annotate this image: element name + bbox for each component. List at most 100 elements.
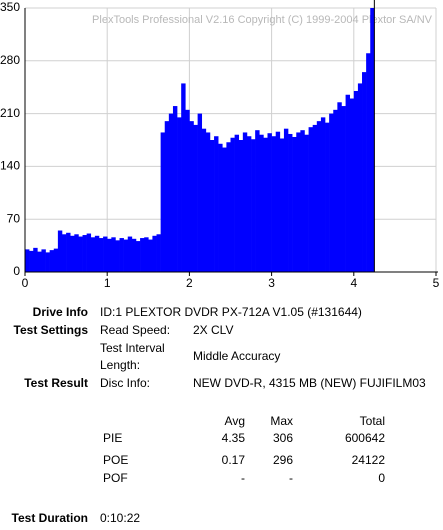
bar — [209, 140, 215, 272]
y-tick-label: 280 — [0, 53, 20, 67]
column-header: Max — [270, 414, 293, 428]
bar — [337, 102, 342, 273]
bar — [86, 233, 92, 272]
cell: 306 — [273, 431, 293, 445]
bar — [123, 239, 129, 272]
column-header: Total — [360, 414, 385, 428]
bar — [279, 138, 285, 272]
row-label: POF — [103, 471, 128, 485]
x-tick-label: 2 — [186, 276, 193, 290]
bar — [177, 117, 182, 272]
bar — [370, 8, 375, 272]
bar — [341, 106, 346, 272]
cell: - — [241, 471, 245, 485]
cell: - — [289, 471, 293, 485]
bar — [37, 251, 42, 272]
bar — [172, 106, 178, 272]
bar — [255, 130, 260, 272]
bar — [181, 83, 186, 272]
bar — [127, 236, 133, 272]
cell: 4.35 — [222, 431, 246, 445]
bar — [111, 237, 116, 272]
x-tick-label: 4 — [350, 276, 357, 290]
x-tick-label: 3 — [268, 276, 275, 290]
label: Test Result — [24, 376, 88, 390]
bar — [57, 230, 63, 272]
bar — [119, 238, 124, 272]
label: Length: — [100, 358, 140, 372]
bar — [283, 128, 289, 272]
bar — [275, 131, 281, 272]
bar — [49, 250, 55, 272]
watermark: PlexTools Professional V2.16 Copyright (… — [92, 14, 433, 26]
y-tick-label: 350 — [0, 0, 20, 14]
bar — [312, 124, 318, 273]
label: Test Duration — [12, 511, 88, 525]
bar — [148, 239, 153, 272]
bar — [205, 132, 211, 272]
bar — [115, 240, 120, 272]
cell: 0 — [378, 471, 385, 485]
label: Test Interval — [100, 341, 165, 355]
cell: 0.17 — [222, 453, 246, 467]
bar — [156, 234, 161, 272]
bar — [357, 83, 363, 272]
bar — [308, 127, 313, 272]
label: Read Speed: — [100, 323, 170, 337]
bar — [218, 143, 223, 272]
bar — [242, 132, 248, 272]
bar — [349, 98, 355, 272]
value: Middle Accuracy — [193, 349, 280, 363]
column-header: Avg — [225, 414, 245, 428]
bar — [29, 250, 34, 272]
y-tick-label: 210 — [0, 106, 20, 120]
bar — [140, 238, 145, 272]
x-tick-label: 1 — [104, 276, 111, 290]
bar — [168, 113, 174, 272]
value: 2X CLV — [193, 323, 233, 337]
bar — [316, 121, 322, 273]
bar — [226, 142, 231, 272]
bar — [345, 94, 350, 272]
bar — [135, 241, 141, 272]
bar — [246, 136, 252, 272]
bar — [82, 235, 87, 272]
bar — [197, 113, 203, 272]
bar — [61, 234, 67, 272]
bar — [78, 236, 83, 272]
bar — [292, 136, 297, 272]
bar — [230, 137, 235, 272]
bar — [267, 133, 272, 272]
bar — [185, 109, 190, 272]
bar — [271, 136, 277, 272]
bar — [74, 234, 79, 272]
bar — [238, 140, 244, 272]
bar — [41, 249, 46, 272]
bar — [66, 232, 71, 272]
bar — [152, 235, 157, 272]
x-tick-label: 5 — [433, 276, 440, 290]
cell: 296 — [273, 453, 293, 467]
x-tick-label: 0 — [22, 276, 29, 290]
y-tick-label: 0 — [13, 264, 20, 278]
value: 0:10:22 — [100, 511, 140, 525]
label: Drive Info — [33, 305, 88, 319]
row-label: PIE — [103, 431, 122, 445]
row-label: POE — [103, 453, 128, 467]
bar — [214, 136, 219, 272]
bar — [333, 109, 338, 272]
bar — [288, 133, 293, 272]
bar — [164, 121, 170, 273]
bar — [329, 113, 334, 272]
bar — [300, 130, 305, 272]
bar — [131, 238, 137, 272]
cell: 600642 — [345, 431, 385, 445]
bar — [320, 117, 326, 272]
bar — [304, 134, 309, 272]
bar — [366, 53, 371, 272]
label: Disc Info: — [100, 376, 150, 390]
bar — [189, 121, 194, 273]
value: NEW DVD-R, 4315 MB (NEW) FUJIFILM03 — [193, 376, 426, 390]
bar — [45, 252, 50, 272]
